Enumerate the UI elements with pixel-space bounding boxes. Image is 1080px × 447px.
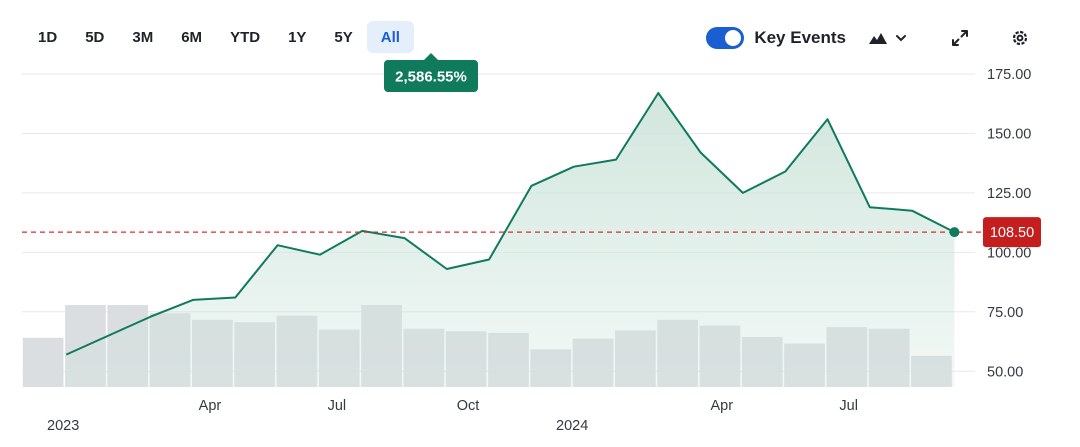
x-tick-label: Apr — [199, 398, 222, 414]
range-button-6m[interactable]: 6M — [181, 28, 203, 46]
range-button-all[interactable]: All — [366, 21, 414, 53]
x-year-label: 2023 — [47, 418, 79, 434]
tooltip-value: 2,586.55% — [395, 69, 467, 86]
volume-bar — [911, 355, 952, 387]
y-tick-label: 100.00 — [987, 245, 1031, 261]
x-year-label: 2024 — [556, 418, 588, 434]
volume-bar — [699, 325, 741, 387]
volume-bar — [530, 349, 572, 387]
key-events-toggle[interactable] — [706, 27, 745, 49]
range-button-5d[interactable]: 5D — [85, 28, 105, 46]
volume-bar — [784, 343, 825, 387]
volume-bar — [192, 319, 233, 387]
performance-tooltip: 2,586.55% — [384, 53, 478, 92]
volume-bar — [868, 328, 910, 387]
volume-bar — [22, 337, 64, 387]
volume-bar — [826, 327, 868, 387]
volume-bar — [149, 313, 191, 387]
tooltip-bg — [384, 60, 478, 92]
price-area — [66, 93, 955, 387]
mountain-chart-icon — [869, 33, 887, 44]
chevron-down-icon — [896, 35, 906, 42]
chart-toolbar: Key Events — [706, 21, 1032, 55]
key-events-label: Key Events — [754, 28, 846, 47]
volume-bar — [403, 328, 445, 387]
chart-type-dropdown[interactable] — [868, 31, 908, 45]
y-tick-label: 150.00 — [987, 126, 1031, 142]
tooltip-arrow — [424, 53, 438, 60]
y-tick-label: 125.00 — [987, 186, 1031, 202]
price-line — [65, 92, 955, 356]
x-tick-label: Oct — [457, 398, 480, 414]
x-tick-label: Apr — [711, 398, 734, 414]
range-button-1d[interactable]: 1D — [38, 28, 58, 46]
y-tick-label: 75.00 — [987, 305, 1023, 321]
range-button-1y[interactable]: 1Y — [288, 28, 307, 46]
volume-bar — [488, 332, 529, 387]
volume-bar — [361, 305, 402, 387]
x-tick-label: Jul — [328, 398, 347, 414]
volume-bar — [615, 330, 656, 387]
range-button-5y[interactable]: 5Y — [334, 28, 353, 46]
range-button-3m[interactable]: 3M — [132, 28, 154, 46]
time-range-selector: 1D 5D 3M 6M YTD 1Y 5Y All — [24, 21, 414, 53]
volume-bar — [572, 338, 614, 387]
current-price-badge: 108.50 — [983, 217, 1041, 248]
y-tick-label: 175.00 — [987, 67, 1031, 83]
x-tick-label: Jul — [839, 398, 858, 414]
volume-bar — [65, 305, 106, 387]
volume-bar — [234, 322, 275, 387]
y-tick-label: 50.00 — [987, 364, 1023, 380]
volume-bar — [318, 329, 360, 387]
volume-bar — [276, 315, 318, 387]
volume-bar — [107, 305, 149, 387]
volume-bar — [657, 319, 698, 387]
gear-icon — [1012, 30, 1028, 46]
expand-icon — [952, 30, 968, 46]
range-button-ytd[interactable]: YTD — [230, 28, 261, 46]
price-badge-bg — [983, 217, 1041, 248]
settings-button[interactable] — [1008, 26, 1032, 50]
last-point-marker — [949, 227, 960, 238]
current-price-label: 108.50 — [990, 225, 1034, 241]
expand-button[interactable] — [948, 26, 972, 50]
volume-bar — [741, 336, 783, 387]
toggle-knob — [725, 30, 742, 46]
volume-bar — [445, 331, 487, 387]
